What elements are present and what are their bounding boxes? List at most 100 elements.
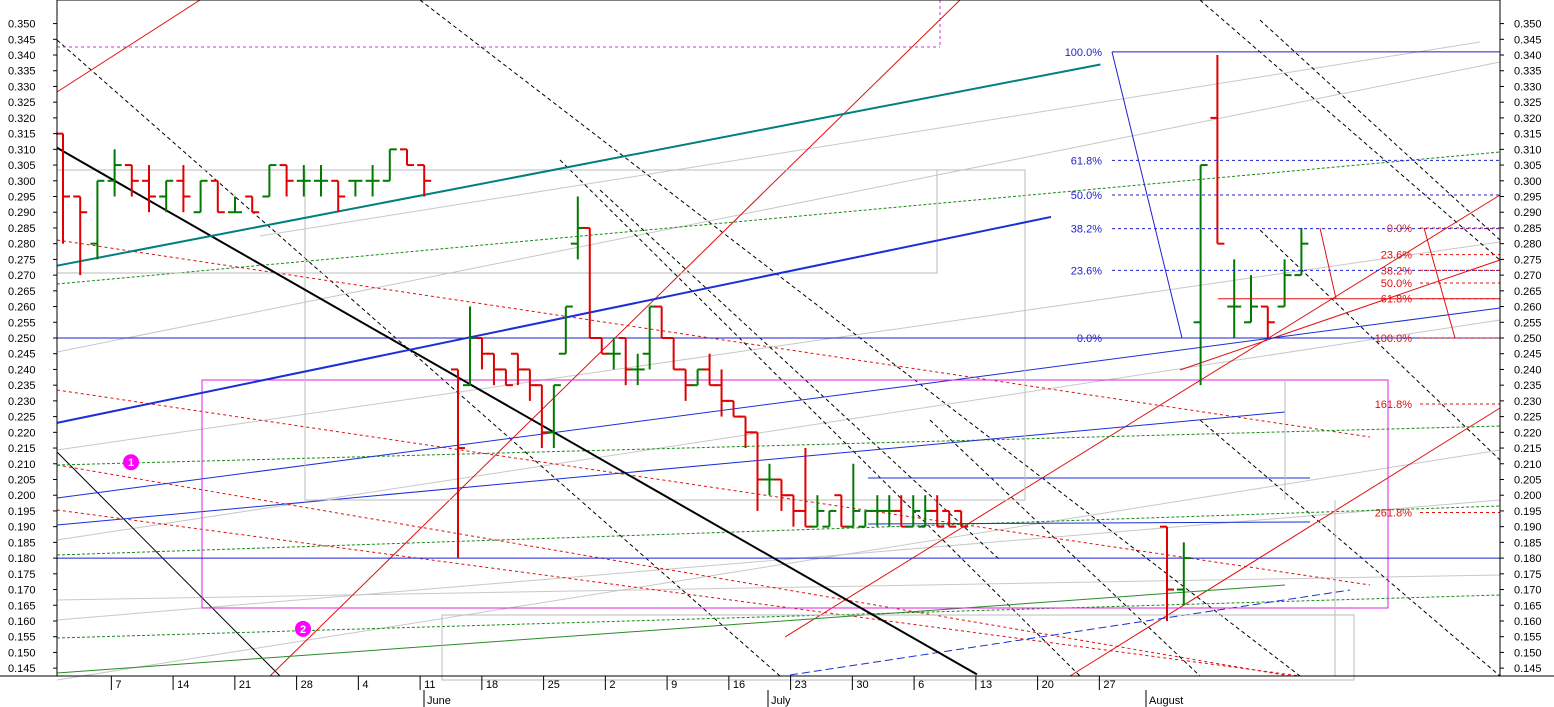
fib-blue-diagonal — [1111, 51, 1183, 339]
y-tick-label-right: 0.225 — [1514, 412, 1542, 424]
dashed-diagonal — [56, 39, 781, 677]
x-day-label: 16 — [733, 679, 745, 691]
overlay-layer: 12 — [56, 0, 1501, 681]
fib-red-level-label: 38.2% — [1381, 265, 1412, 277]
price-bars-layer — [56, 55, 1309, 621]
y-tick-label-right: 0.300 — [1514, 176, 1542, 188]
y-tick-label-left: 0.315 — [8, 129, 36, 141]
red-channel-line — [1069, 407, 1501, 677]
fib-red-level-label: 23.6% — [1381, 250, 1412, 262]
red-dashed-line — [56, 509, 1301, 677]
y-tick-label-right: 0.335 — [1514, 66, 1542, 78]
y-tick-label-left: 0.175 — [8, 569, 36, 581]
x-day-label: 7 — [115, 679, 121, 691]
y-tick-label-right: 0.270 — [1514, 270, 1542, 282]
y-tick-label-left: 0.165 — [8, 600, 36, 612]
y-tick-label-right: 0.310 — [1514, 144, 1542, 156]
y-tick-label-right: 0.260 — [1514, 302, 1542, 314]
x-day-label: 20 — [1042, 679, 1054, 691]
x-day-label: 25 — [548, 679, 560, 691]
y-tick-label-right: 0.325 — [1514, 97, 1542, 109]
thin-black-line — [56, 451, 281, 677]
green-dashed-line — [56, 594, 1501, 639]
y-tick-label-left: 0.340 — [8, 50, 36, 62]
y-tick-label-left: 0.300 — [8, 176, 36, 188]
y-tick-label-right: 0.340 — [1514, 50, 1542, 62]
y-tick-label-right: 0.190 — [1514, 522, 1542, 534]
fibonacci-layer: 100.0%61.8%50.0%38.2%23.6%0.0%0.0%23.6%3… — [1065, 47, 1500, 520]
dashed-diagonal — [599, 189, 1001, 561]
fib-red-level-label: 100.0% — [1375, 333, 1413, 345]
y-tick-label-right: 0.350 — [1514, 19, 1542, 31]
gann-line — [259, 41, 1481, 237]
y-tick-label-right: 0.290 — [1514, 207, 1542, 219]
y-tick-label-left: 0.325 — [8, 97, 36, 109]
y-tick-label-left: 0.270 — [8, 270, 36, 282]
y-tick-label-right: 0.180 — [1514, 553, 1542, 565]
fib-blue-level-label: 100.0% — [1065, 47, 1103, 59]
y-tick-label-right: 0.285 — [1514, 223, 1542, 235]
y-tick-label-right: 0.215 — [1514, 443, 1542, 455]
green-dashed-line — [56, 151, 1501, 285]
dashed-diagonal — [1259, 19, 1501, 241]
y-tick-label-left: 0.150 — [8, 647, 36, 659]
y-tick-label-left: 0.215 — [8, 443, 36, 455]
y-tick-label-right: 0.230 — [1514, 396, 1542, 408]
gann-line — [56, 574, 1501, 601]
fib-red-level-label: 0.0% — [1387, 223, 1412, 235]
y-tick-label-left: 0.155 — [8, 632, 36, 644]
y-tick-label-left: 0.275 — [8, 254, 36, 266]
red-channel-line — [784, 194, 1501, 638]
y-tick-label-right: 0.275 — [1514, 254, 1542, 266]
x-day-label: 9 — [671, 679, 677, 691]
y-tick-label-right: 0.265 — [1514, 286, 1542, 298]
y-tick-label-right: 0.240 — [1514, 364, 1542, 376]
thin-blue-line — [56, 307, 1501, 499]
x-day-label: 30 — [856, 679, 868, 691]
y-tick-label-right: 0.295 — [1514, 192, 1542, 204]
x-day-label: 14 — [177, 679, 189, 691]
y-tick-label-left: 0.230 — [8, 396, 36, 408]
y-tick-label-right: 0.255 — [1514, 317, 1542, 329]
y-tick-label-left: 0.255 — [8, 317, 36, 329]
grey-box — [304, 169, 1026, 501]
y-tick-label-left: 0.260 — [8, 302, 36, 314]
gann-line — [56, 241, 1501, 451]
y-tick-label-right: 0.150 — [1514, 647, 1542, 659]
y-tick-label-left: 0.185 — [8, 537, 36, 549]
x-day-label: 2 — [609, 679, 615, 691]
y-tick-label-right: 0.175 — [1514, 569, 1542, 581]
y-tick-label-left: 0.220 — [8, 427, 36, 439]
fib-red-diagonal — [1423, 227, 1456, 339]
fib-red-level-label: 50.0% — [1381, 278, 1412, 290]
y-tick-label-left: 0.330 — [8, 81, 36, 93]
dashed-diagonal — [1199, 419, 1501, 677]
y-tick-label-left: 0.225 — [8, 412, 36, 424]
y-tick-label-left: 0.240 — [8, 364, 36, 376]
y-tick-label-left: 0.170 — [8, 585, 36, 597]
y-tick-label-right: 0.250 — [1514, 333, 1542, 345]
fib-red-diagonal — [1319, 227, 1337, 299]
x-day-label: 4 — [362, 679, 368, 691]
y-tick-label-right: 0.160 — [1514, 616, 1542, 628]
marker-circle — [123, 454, 139, 471]
x-day-label: 28 — [301, 679, 313, 691]
y-tick-label-right: 0.220 — [1514, 427, 1542, 439]
green-trendline — [56, 584, 1286, 674]
grey-box — [56, 169, 938, 274]
y-tick-label-left: 0.265 — [8, 286, 36, 298]
red-channel-line — [1179, 259, 1501, 371]
fib-blue-level-label: 23.6% — [1071, 265, 1102, 277]
green-dashed-line — [56, 425, 1501, 466]
fib-blue-level-label: 0.0% — [1077, 333, 1102, 345]
y-tick-label-right: 0.155 — [1514, 632, 1542, 644]
y-tick-label-left: 0.200 — [8, 490, 36, 502]
y-tick-label-left: 0.160 — [8, 616, 36, 628]
y-tick-label-right: 0.280 — [1514, 239, 1542, 251]
x-day-label: 11 — [424, 679, 435, 691]
y-tick-label-left: 0.210 — [8, 459, 36, 471]
y-tick-label-left: 0.145 — [8, 663, 36, 675]
y-tick-label-left: 0.180 — [8, 553, 36, 565]
y-tick-label-left: 0.350 — [8, 19, 36, 31]
